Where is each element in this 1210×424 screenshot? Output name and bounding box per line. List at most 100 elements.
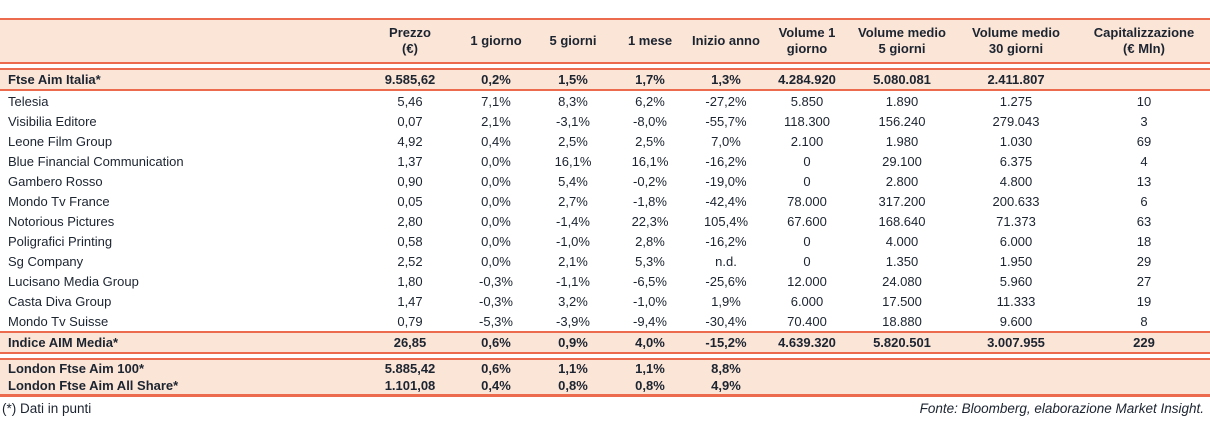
table-header-row: Prezzo (€) 1 giorno 5 giorni 1 mese Inizio a…	[0, 18, 1210, 64]
cell-indice-aim-media-name: Indice AIM Media*	[8, 335, 119, 350]
footnote-dati-in-punti: (*) Dati in punti	[2, 401, 92, 416]
cell-gambero-rosso-prezzo: 0,90	[397, 173, 423, 189]
cell-ftse-aim-italia-5-giorni: 1,5%	[558, 72, 588, 87]
cell-leone-film-group-1-mese: 2,5%	[635, 133, 665, 149]
aim-media-table: Prezzo (€) 1 giorno 5 giorni 1 mese Inizio a…	[0, 18, 1210, 397]
cell-telesia-1-mese: 6,2%	[635, 93, 665, 109]
cell-notorious-pictures-volume-medio-30-giorni: 71.373	[996, 213, 1036, 229]
cell-casta-diva-group-prezzo: 1,47	[397, 293, 423, 309]
cell-lucisano-media-group-volume-medio-30-giorni: 5.960	[999, 273, 1033, 289]
cell-lucisano-media-group-name: Lucisano Media Group	[8, 273, 139, 289]
cell-indice-aim-media-volume-medio-30-giorni: 3.007.955	[987, 335, 1045, 350]
column-header-prezzo: Prezzo (€)	[389, 25, 431, 56]
cell-ftse-aim-italia-1-mese: 1,7%	[635, 72, 665, 87]
cell-ftse-aim-italia-inizio-anno: 1,3%	[711, 72, 741, 87]
table-row-notorious-pictures: Notorious Pictures 2,80 0,0% -1,4% 22,3% 105,…	[0, 211, 1210, 231]
cell-indice-aim-media-1-mese: 4,0%	[635, 335, 665, 350]
cell-gambero-rosso-inizio-anno: -19,0%	[705, 173, 747, 189]
cell-telesia-prezzo: 5,46	[397, 93, 423, 109]
column-header-1-giorno: 1 giorno	[470, 33, 522, 49]
cell-poligrafici-printing-volume-1-giorno: 0	[803, 233, 811, 249]
cell-visibilia-editore-5-giorni: -3,1%	[556, 113, 590, 129]
cell-indice-aim-media-1-giorno: 0,6%	[481, 335, 511, 350]
table-row-ftse-aim-italia: Ftse Aim Italia* 9.585,62 0,2% 1,5% 1,7% 1,3%…	[0, 70, 1210, 91]
cell-gambero-rosso-name: Gambero Rosso	[8, 173, 103, 189]
cell-telesia-capitalizzazione: 10	[1136, 93, 1152, 109]
cell-london-ftse-aim-100-inizio-anno: 8,8%	[711, 361, 741, 376]
cell-london-ftse-aim-100-capitalizzazione	[1078, 360, 1210, 377]
cell-london-ftse-aim-all-share-1-mese: 0,8%	[635, 378, 665, 393]
table-row-london-ftse-aim-100: London Ftse Aim 100* 5.885,42 0,6% 1,1% 1,1%…	[0, 360, 1210, 377]
cell-sg-company-5-giorni: 2,1%	[558, 253, 588, 269]
table-row-mondo-tv-france: Mondo Tv France 0,05 0,0% 2,7% -1,8% -42,4% 78…	[0, 191, 1210, 211]
cell-telesia-volume-1-giorno: 5.850	[790, 93, 824, 109]
cell-mondo-tv-suisse-volume-medio-30-giorni: 9.600	[999, 313, 1033, 329]
cell-visibilia-editore-volume-1-giorno: 118.300	[783, 113, 831, 129]
cell-indice-aim-media-5-giorni: 0,9%	[558, 335, 588, 350]
cell-gambero-rosso-1-mese: -0,2%	[633, 173, 667, 189]
cell-london-ftse-aim-all-share-capitalizzazione	[1078, 377, 1210, 394]
cell-poligrafici-printing-volume-medio-5-giorni: 4.000	[885, 233, 919, 249]
cell-indice-aim-media-capitalizzazione: 229	[1133, 335, 1155, 350]
cell-poligrafici-printing-name: Poligrafici Printing	[8, 233, 113, 249]
table-footer: (*) Dati in punti Fonte: Bloomberg, elab…	[0, 397, 1210, 416]
cell-casta-diva-group-volume-medio-30-giorni: 11.333	[996, 293, 1036, 309]
cell-mondo-tv-suisse-volume-medio-5-giorni: 18.880	[882, 313, 922, 329]
cell-ftse-aim-italia-1-giorno: 0,2%	[481, 72, 511, 87]
column-header-1-mese: 1 mese	[627, 33, 673, 49]
cell-poligrafici-printing-capitalizzazione: 18	[1136, 233, 1152, 249]
cell-london-ftse-aim-100-5-giorni: 1,1%	[558, 361, 588, 376]
cell-notorious-pictures-prezzo: 2,80	[397, 213, 423, 229]
cell-sg-company-prezzo: 2,52	[397, 253, 423, 269]
column-header-5-giorni: 5 giorni	[549, 33, 597, 49]
cell-london-ftse-aim-all-share-1-giorno: 0,4%	[481, 378, 511, 393]
cell-casta-diva-group-1-giorno: -0,3%	[479, 293, 513, 309]
cell-gambero-rosso-1-giorno: 0,0%	[481, 173, 511, 189]
cell-lucisano-media-group-5-giorni: -1,1%	[556, 273, 590, 289]
cell-mondo-tv-suisse-inizio-anno: -30,4%	[705, 313, 747, 329]
table-row-casta-diva-group: Casta Diva Group 1,47 -0,3% 3,2% -1,0% 1,9% 6.…	[0, 291, 1210, 311]
cell-sg-company-1-mese: 5,3%	[635, 253, 665, 269]
cell-notorious-pictures-name: Notorious Pictures	[8, 213, 115, 229]
cell-mondo-tv-france-5-giorni: 2,7%	[558, 193, 588, 209]
cell-notorious-pictures-volume-medio-5-giorni: 168.640	[878, 213, 926, 229]
cell-visibilia-editore-capitalizzazione: 3	[1140, 113, 1148, 129]
cell-casta-diva-group-capitalizzazione: 19	[1136, 293, 1152, 309]
cell-london-ftse-aim-100-name: London Ftse Aim 100*	[8, 361, 145, 376]
cell-indice-aim-media-inizio-anno: -15,2%	[705, 335, 747, 350]
table-row-london-ftse-aim-all-share: London Ftse Aim All Share* 1.101,08 0,4% 0,…	[0, 377, 1210, 394]
table-row-poligrafici-printing: Poligrafici Printing 0,58 0,0% -1,0% 2,8% -16…	[0, 231, 1210, 251]
cell-blue-financial-communication-volume-medio-30-giorni: 6.375	[999, 153, 1033, 169]
column-header-capitalizzazione: Capitalizzazione (€ Mln)	[1093, 25, 1195, 56]
cell-london-ftse-aim-all-share-name: London Ftse Aim All Share*	[8, 378, 179, 393]
cell-visibilia-editore-name: Visibilia Editore	[8, 113, 97, 129]
cell-telesia-5-giorni: 8,3%	[558, 93, 588, 109]
table-body-main: Ftse Aim Italia* 9.585,62 0,2% 1,5% 1,7% 1,3%…	[0, 68, 1210, 354]
cell-mondo-tv-suisse-1-giorno: -5,3%	[479, 313, 513, 329]
table-row-gambero-rosso: Gambero Rosso 0,90 0,0% 5,4% -0,2% -19,0% 0 2.8…	[0, 171, 1210, 191]
cell-london-ftse-aim-all-share-prezzo: 1.101,08	[384, 378, 436, 393]
cell-mondo-tv-suisse-name: Mondo Tv Suisse	[8, 313, 109, 329]
cell-mondo-tv-france-volume-medio-30-giorni: 200.633	[992, 193, 1040, 209]
cell-notorious-pictures-1-mese: 22,3%	[631, 213, 669, 229]
cell-london-ftse-aim-all-share-volume-medio-30-giorni	[954, 377, 1078, 394]
cell-blue-financial-communication-volume-medio-5-giorni: 29.100	[882, 153, 922, 169]
cell-gambero-rosso-volume-medio-30-giorni: 4.800	[999, 173, 1033, 189]
cell-casta-diva-group-5-giorni: 3,2%	[558, 293, 588, 309]
cell-london-ftse-aim-100-volume-1-giorno	[764, 360, 850, 377]
cell-mondo-tv-france-capitalizzazione: 6	[1140, 193, 1148, 209]
cell-lucisano-media-group-volume-1-giorno: 12.000	[787, 273, 827, 289]
cell-telesia-1-giorno: 7,1%	[481, 93, 511, 109]
cell-london-ftse-aim-100-prezzo: 5.885,42	[384, 361, 436, 376]
cell-poligrafici-printing-5-giorni: -1,0%	[556, 233, 590, 249]
cell-blue-financial-communication-capitalizzazione: 4	[1140, 153, 1148, 169]
cell-gambero-rosso-capitalizzazione: 13	[1136, 173, 1152, 189]
column-header-volume-medio-5-giorni: Volume medio 5 giorni	[858, 25, 946, 56]
cell-london-ftse-aim-100-1-giorno: 0,6%	[481, 361, 511, 376]
cell-telesia-name: Telesia	[8, 93, 49, 109]
cell-sg-company-1-giorno: 0,0%	[481, 253, 511, 269]
cell-blue-financial-communication-prezzo: 1,37	[397, 153, 423, 169]
cell-casta-diva-group-name: Casta Diva Group	[8, 293, 112, 309]
cell-lucisano-media-group-1-mese: -6,5%	[633, 273, 667, 289]
